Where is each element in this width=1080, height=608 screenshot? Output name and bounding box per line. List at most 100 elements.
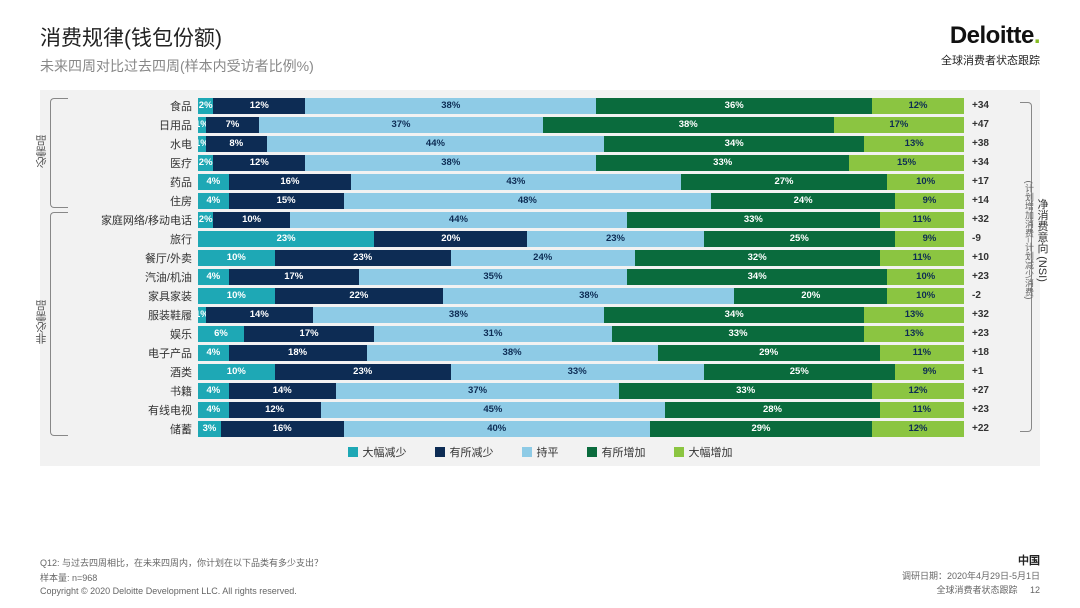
bar-segment: 36% [596, 98, 872, 114]
stacked-bar: 1%14%38%34%13% [198, 307, 964, 323]
nsi-value: +23 [964, 328, 1004, 339]
bar-row: 餐厅/外卖10%23%24%32%11%+10 [78, 248, 1004, 267]
bar-label: 电子产品 [78, 345, 198, 361]
bar-segment: 2% [198, 98, 213, 114]
bar-label: 旅行 [78, 231, 198, 247]
bar-segment: 11% [880, 212, 964, 228]
bar-segment: 2% [198, 155, 213, 171]
bar-segment: 10% [198, 288, 275, 304]
footer-copyright: Copyright © 2020 Deloitte Development LL… [40, 586, 323, 596]
bar-segment: 33% [451, 364, 704, 380]
bar-segment: 17% [244, 326, 374, 342]
nsi-value: -9 [964, 233, 1004, 244]
bar-row: 汽油/机油4%17%35%34%10%+23 [78, 267, 1004, 286]
bar-segment: 32% [635, 250, 880, 266]
bar-segment: 38% [305, 155, 596, 171]
bar-label: 书籍 [78, 383, 198, 399]
bar-segment: 10% [213, 212, 290, 228]
nsi-value: +27 [964, 385, 1004, 396]
bar-label: 餐厅/外卖 [78, 250, 198, 266]
bar-segment: 28% [665, 402, 879, 418]
stacked-bar: 2%12%38%33%15% [198, 155, 964, 171]
legend-item: 大幅增加 [674, 444, 733, 460]
bar-segment: 4% [198, 383, 229, 399]
legend-item: 持平 [522, 444, 559, 460]
nsi-value: +18 [964, 347, 1004, 358]
bar-row: 水电1%8%44%34%13%+38 [78, 134, 1004, 153]
footer-question: Q12: 与过去四周相比，在未来四周内，你计划在以下品类有多少支出？ [40, 556, 323, 569]
bar-label: 酒类 [78, 364, 198, 380]
bar-segment: 11% [880, 402, 964, 418]
bar-segment: 12% [229, 402, 321, 418]
bar-segment: 10% [887, 174, 964, 190]
bar-segment: 12% [872, 421, 964, 437]
nsi-label: 净消费意向 (NSI) [1034, 198, 1050, 282]
bar-segment: 40% [344, 421, 650, 437]
nsi-value: +32 [964, 214, 1004, 225]
bar-segment: 10% [887, 288, 964, 304]
bar-segment: 15% [849, 155, 964, 171]
legend-label: 有所减少 [450, 444, 494, 460]
bars-column: 食品2%12%38%36%12%+34日用品1%7%37%38%17%+47水电… [78, 96, 1010, 438]
bar-row: 有线电视4%12%45%28%11%+23 [78, 400, 1004, 419]
bar-segment: 16% [221, 421, 344, 437]
bar-label: 水电 [78, 136, 198, 152]
group-label: 必需品 [34, 135, 50, 168]
bar-segment: 38% [305, 98, 596, 114]
bar-segment: 9% [895, 193, 964, 209]
bar-row: 娱乐6%17%31%33%13%+23 [78, 324, 1004, 343]
bar-segment: 29% [658, 345, 880, 361]
bar-segment: 20% [734, 288, 887, 304]
bar-segment: 11% [880, 250, 964, 266]
bar-segment: 4% [198, 402, 229, 418]
legend-item: 有所减少 [435, 444, 494, 460]
bar-row: 家庭网络/移动电话2%10%44%33%11%+32 [78, 210, 1004, 229]
nsi-value: +14 [964, 195, 1004, 206]
bar-segment: 10% [887, 269, 964, 285]
bar-segment: 10% [198, 364, 275, 380]
bar-row: 服装鞋履1%14%38%34%13%+32 [78, 305, 1004, 324]
legend-label: 有所增加 [602, 444, 646, 460]
page-title: 消费规律(钱包份额) [40, 22, 314, 52]
nsi-value: +23 [964, 271, 1004, 282]
bar-segment: 18% [229, 345, 367, 361]
bar-segment: 11% [880, 345, 964, 361]
bar-row: 旅行23%20%23%25%9%-9 [78, 229, 1004, 248]
footer-right: 中国 调研日期：2020年4月29日-5月1日 全球消费者状态跟踪 12 [902, 551, 1040, 596]
stacked-bar: 3%16%40%29%12% [198, 421, 964, 437]
bar-segment: 33% [612, 326, 865, 342]
legend-label: 持平 [537, 444, 559, 460]
category-group-brackets: 必需品非必需品 [40, 96, 78, 438]
nsi-value: +17 [964, 176, 1004, 187]
bar-segment: 7% [206, 117, 260, 133]
footer-sample: 样本量: n=968 [40, 571, 323, 584]
bar-segment: 4% [198, 193, 229, 209]
brand-subtitle: 全球消费者状态跟踪 [941, 52, 1040, 68]
bar-segment: 12% [213, 155, 305, 171]
bar-segment: 13% [864, 326, 964, 342]
bar-label: 娱乐 [78, 326, 198, 342]
stacked-bar: 4%12%45%28%11% [198, 402, 964, 418]
bar-row: 住房4%15%48%24%9%+14 [78, 191, 1004, 210]
legend-swatch [348, 447, 358, 457]
bar-segment: 1% [198, 307, 206, 323]
legend-swatch [522, 447, 532, 457]
bar-segment: 38% [313, 307, 604, 323]
nsi-value: +1 [964, 366, 1004, 377]
footer-country: 中国 [902, 552, 1040, 568]
nsi-value: +38 [964, 138, 1004, 149]
bar-segment: 38% [443, 288, 734, 304]
bar-segment: 25% [704, 231, 896, 247]
legend-label: 大幅增加 [689, 444, 733, 460]
chart-legend: 大幅减少 有所减少 持平 有所增加 大幅增加 [40, 444, 1040, 460]
stacked-bar: 4%17%35%34%10% [198, 269, 964, 285]
bar-segment: 24% [451, 250, 635, 266]
legend-item: 有所增加 [587, 444, 646, 460]
legend-label: 大幅减少 [363, 444, 407, 460]
bar-segment: 1% [198, 136, 206, 152]
bar-segment: 29% [650, 421, 872, 437]
stacked-bar: 10%22%38%20%10% [198, 288, 964, 304]
bar-segment: 48% [344, 193, 712, 209]
bar-label: 有线电视 [78, 402, 198, 418]
bar-label: 药品 [78, 174, 198, 190]
